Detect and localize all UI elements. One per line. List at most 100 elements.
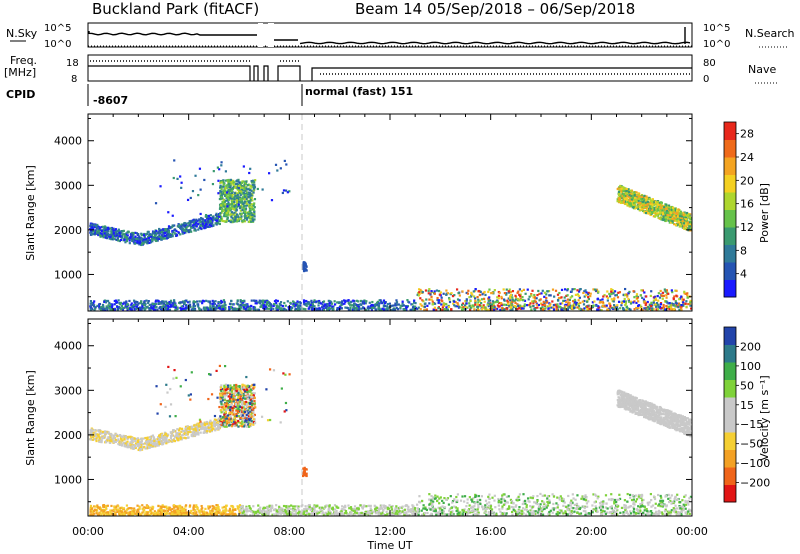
power-echo [401, 304, 404, 308]
power-echo [419, 288, 422, 292]
power-echo [230, 199, 233, 202]
power-echo [210, 222, 213, 226]
power-echo [506, 299, 509, 302]
power-echo [437, 301, 440, 304]
power-echo [147, 230, 150, 234]
power-echo [677, 302, 681, 305]
power-echo [684, 292, 687, 295]
power-echo [505, 303, 508, 307]
power-echo [664, 308, 667, 311]
power-echo [340, 303, 343, 306]
power-echo [89, 233, 93, 236]
power-echo [183, 229, 186, 232]
power-echo [498, 301, 501, 305]
power-echo [591, 301, 594, 304]
velocity-echo [686, 501, 689, 504]
power-echo [665, 218, 668, 221]
velocity-echo [435, 513, 438, 517]
velocity-echo [642, 513, 645, 516]
power-echo [551, 288, 555, 291]
power-echo [536, 293, 539, 297]
velocity-echo [416, 503, 419, 506]
power-echo [676, 219, 679, 222]
power-echo [665, 207, 668, 210]
power-echo [372, 304, 375, 307]
power-echo [144, 233, 147, 236]
power-echo [627, 188, 630, 191]
velocity-echo [532, 510, 535, 513]
power-echo [199, 212, 202, 216]
velocity-echo [100, 513, 103, 516]
power-echo [491, 300, 494, 303]
power-echo [618, 291, 622, 294]
power-echo [326, 308, 329, 312]
velocity-echo [318, 506, 321, 509]
power-echo [321, 308, 324, 311]
power-echo [248, 171, 251, 175]
velocity-echo [397, 508, 400, 511]
power-echo [545, 293, 548, 296]
power-echo [251, 213, 254, 216]
velocity-echo [333, 513, 336, 517]
power-echo [657, 216, 660, 219]
power-echo [665, 294, 668, 297]
power-echo [497, 305, 500, 308]
power-echo [386, 307, 389, 310]
power-echo [466, 292, 470, 295]
power-echo [619, 195, 623, 198]
power-echo [622, 200, 625, 203]
power-echo [484, 293, 487, 297]
power-echo [519, 298, 523, 301]
velocity-echo [446, 497, 450, 500]
power-echo [660, 217, 663, 221]
power-echo [528, 295, 531, 298]
power-echo [588, 307, 591, 310]
power-echo [462, 305, 465, 309]
power-echo [231, 207, 234, 210]
power-echo [507, 297, 510, 300]
power-echo [477, 289, 480, 293]
power-echo [166, 230, 169, 233]
power-echo [549, 303, 552, 306]
power-echo [668, 302, 671, 305]
power-echo [254, 179, 257, 182]
power-echo [522, 299, 525, 302]
velocity-echo [141, 504, 144, 507]
velocity-echo [506, 501, 509, 504]
power-echo [182, 302, 186, 305]
power-echo [685, 211, 689, 215]
power-echo [171, 302, 174, 305]
power-echo [492, 301, 495, 304]
velocity-echo [487, 495, 490, 498]
power-echo [318, 307, 321, 310]
power-echo [250, 211, 253, 215]
velocity-echo [93, 505, 96, 508]
power-echo [193, 229, 196, 232]
power-echo [92, 305, 96, 308]
power-echo [123, 238, 126, 241]
power-echo [189, 196, 192, 200]
power-echo [97, 305, 101, 308]
power-echo [470, 291, 473, 294]
power-echo [669, 306, 673, 309]
power-echo [230, 299, 233, 303]
power-echo [589, 292, 592, 295]
power-echo [171, 214, 174, 217]
power-echo [679, 218, 682, 221]
power-echo [532, 296, 535, 299]
power-echo [110, 232, 113, 235]
velocity-echo [594, 505, 597, 508]
power-echo [642, 198, 645, 201]
power-echo [633, 296, 636, 299]
power-echo [582, 291, 585, 295]
power-echo [195, 225, 198, 228]
power-echo [99, 235, 102, 238]
power-echo [128, 299, 131, 303]
power-echo [167, 225, 171, 228]
power-echo [180, 227, 183, 230]
power-echo [403, 308, 407, 312]
power-echo [633, 191, 636, 194]
power-echo [524, 292, 527, 295]
power-echo [108, 301, 111, 305]
velocity-echo [644, 513, 648, 516]
